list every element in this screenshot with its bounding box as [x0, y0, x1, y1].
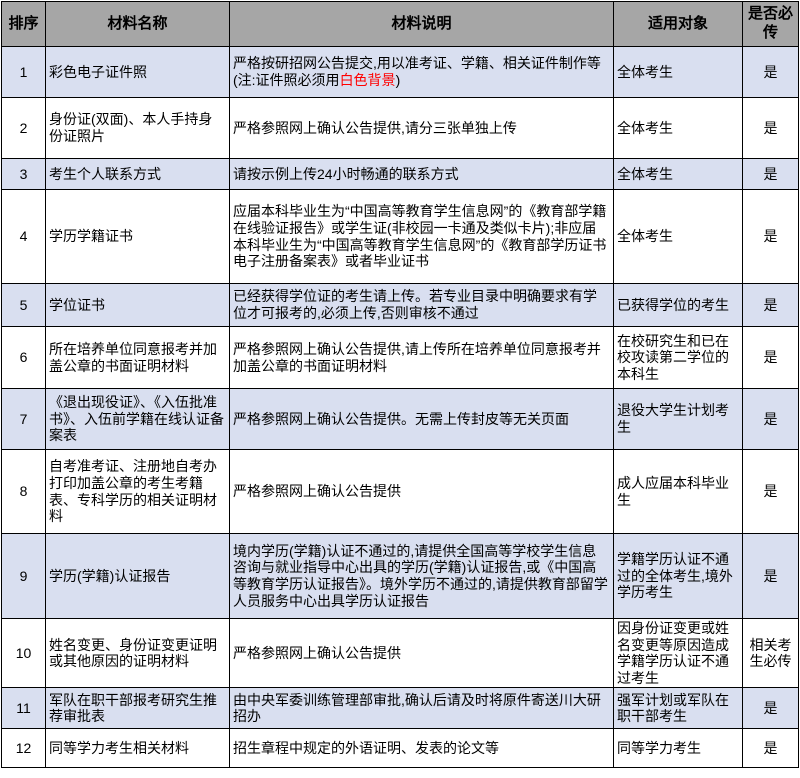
- material-name-cell: 考生个人联系方式: [45, 158, 230, 190]
- column-header-order: 排序: [1, 1, 46, 47]
- table-row: 5 学位证书 已经获得学位证的考生请上传。若专业目录中明确要求有学位才可报考的,…: [1, 283, 799, 327]
- required-cell: 是: [742, 728, 799, 769]
- order-cell: 2: [1, 97, 46, 159]
- material-name-cell: 学历(学籍)认证报告: [45, 533, 230, 619]
- highlighted-text: 白色背景: [339, 72, 396, 88]
- table-row: 8 自考准考证、注册地自考办打印加盖公章的考生考籍表、专科学历的相关证明材料 严…: [1, 449, 799, 534]
- target-cell: 全体考生: [613, 97, 743, 159]
- desc-text: 严格按研招网公告提交,用以准考证、学籍、相关证件制作等(注:证件照必须用: [233, 55, 601, 88]
- required-cell: 是: [742, 687, 799, 730]
- order-cell: 3: [1, 158, 46, 190]
- material-name-cell: 学位证书: [45, 283, 230, 327]
- material-desc-cell: 严格参照网上确认公告提供,请上传所在培养单位同意报考并加盖公章的书面证明材料: [229, 326, 614, 389]
- required-cell: 是: [742, 388, 799, 450]
- required-cell: 是: [742, 283, 799, 327]
- required-cell: 相关考生必传: [742, 617, 799, 689]
- table-row: 11 军队在职干部报考研究生推荐审批表 由中央军委训练管理部审批,确认后请及时将…: [1, 687, 799, 730]
- desc-text: ): [395, 72, 401, 88]
- material-name-cell: 军队在职干部报考研究生推荐审批表: [45, 687, 230, 730]
- material-desc-cell: 严格参照网上确认公告提供,请分三张单独上传: [229, 97, 614, 159]
- material-desc-cell: 应届本科毕业生为“中国高等教育学生信息网”的《教育部学籍在线验证报告》或学生证(…: [229, 189, 614, 284]
- table-row: 3 考生个人联系方式 请按示例上传24小时畅通的联系方式 全体考生 是: [1, 158, 799, 190]
- column-header-material-name: 材料名称: [45, 1, 230, 47]
- material-desc-cell: 严格参照网上确认公告提供: [229, 449, 614, 534]
- material-name-cell: 学历学籍证书: [45, 189, 230, 284]
- target-cell: 全体考生: [613, 158, 743, 190]
- material-name-cell: 所在培养单位同意报考并加盖公章的书面证明材料: [45, 326, 230, 389]
- order-cell: 4: [1, 189, 46, 284]
- target-cell: 全体考生: [613, 189, 743, 284]
- material-name-cell: 同等学力考生相关材料: [45, 728, 230, 769]
- material-name-cell: 姓名变更、身份证变更证明或其他原因的证明材料: [45, 617, 230, 689]
- table-row: 7 《退出现役证》、《入伍批准书》、入伍前学籍在线认证备案表 严格参照网上确认公…: [1, 388, 799, 450]
- column-header-target: 适用对象: [613, 1, 743, 47]
- column-header-material-desc: 材料说明: [229, 1, 614, 47]
- order-cell: 6: [1, 326, 46, 389]
- table-row: 9 学历(学籍)认证报告 境内学历(学籍)认证不通过的,请提供全国高等学校学生信…: [1, 533, 799, 619]
- required-cell: 是: [742, 533, 799, 619]
- table-row: 1 彩色电子证件照 严格按研招网公告提交,用以准考证、学籍、相关证件制作等(注:…: [1, 46, 799, 98]
- order-cell: 1: [1, 46, 46, 98]
- order-cell: 11: [1, 687, 46, 730]
- material-name-cell: 《退出现役证》、《入伍批准书》、入伍前学籍在线认证备案表: [45, 388, 230, 450]
- target-cell: 退役大学生计划考生: [613, 388, 743, 450]
- order-cell: 9: [1, 533, 46, 619]
- order-cell: 10: [1, 617, 46, 689]
- header-row: 排序 材料名称 材料说明 适用对象 是否必传: [1, 1, 799, 47]
- material-desc-cell: 严格按研招网公告提交,用以准考证、学籍、相关证件制作等(注:证件照必须用白色背景…: [229, 46, 614, 98]
- material-desc-cell: 招生章程中规定的外语证明、发表的论文等: [229, 728, 614, 769]
- target-cell: 成人应届本科毕业生: [613, 449, 743, 534]
- order-cell: 12: [1, 728, 46, 769]
- order-cell: 8: [1, 449, 46, 534]
- required-cell: 是: [742, 46, 799, 98]
- table-row: 2 身份证(双面)、本人手持身份证照片 严格参照网上确认公告提供,请分三张单独上…: [1, 97, 799, 159]
- table-row: 4 学历学籍证书 应届本科毕业生为“中国高等教育学生信息网”的《教育部学籍在线验…: [1, 189, 799, 284]
- table-row: 12 同等学力考生相关材料 招生章程中规定的外语证明、发表的论文等 同等学力考生…: [1, 728, 799, 769]
- material-desc-cell: 由中央军委训练管理部审批,确认后请及时将原件寄送川大研招办: [229, 687, 614, 730]
- table-row: 10 姓名变更、身份证变更证明或其他原因的证明材料 严格参照网上确认公告提供 因…: [1, 617, 799, 689]
- target-cell: 学籍学历认证不通过的全体考生,境外学历考生: [613, 533, 743, 619]
- required-cell: 是: [742, 158, 799, 190]
- target-cell: 因身份证变更或姓名变更等原因造成学籍学历认证不通过考生: [613, 617, 743, 689]
- target-cell: 强军计划或军队在职干部考生: [613, 687, 743, 730]
- material-name-cell: 彩色电子证件照: [45, 46, 230, 98]
- table-row: 6 所在培养单位同意报考并加盖公章的书面证明材料 严格参照网上确认公告提供,请上…: [1, 326, 799, 389]
- target-cell: 全体考生: [613, 46, 743, 98]
- material-desc-cell: 请按示例上传24小时畅通的联系方式: [229, 158, 614, 190]
- target-cell: 同等学力考生: [613, 728, 743, 769]
- required-cell: 是: [742, 189, 799, 284]
- required-cell: 是: [742, 97, 799, 159]
- material-desc-cell: 境内学历(学籍)认证不通过的,请提供全国高等学校学生信息咨询与就业指导中心出具的…: [229, 533, 614, 619]
- required-cell: 是: [742, 449, 799, 534]
- target-cell: 已获得学位的考生: [613, 283, 743, 327]
- material-desc-cell: 严格参照网上确认公告提供: [229, 617, 614, 689]
- material-desc-cell: 严格参照网上确认公告提供。无需上传封皮等无关页面: [229, 388, 614, 450]
- material-name-cell: 自考准考证、注册地自考办打印加盖公章的考生考籍表、专科学历的相关证明材料: [45, 449, 230, 534]
- required-cell: 是: [742, 326, 799, 389]
- column-header-required: 是否必传: [742, 1, 799, 47]
- order-cell: 7: [1, 388, 46, 450]
- target-cell: 在校研究生和已在校攻读第二学位的本科生: [613, 326, 743, 389]
- material-name-cell: 身份证(双面)、本人手持身份证照片: [45, 97, 230, 159]
- order-cell: 5: [1, 283, 46, 327]
- material-desc-cell: 已经获得学位证的考生请上传。若专业目录中明确要求有学位才可报考的,必须上传,否则…: [229, 283, 614, 327]
